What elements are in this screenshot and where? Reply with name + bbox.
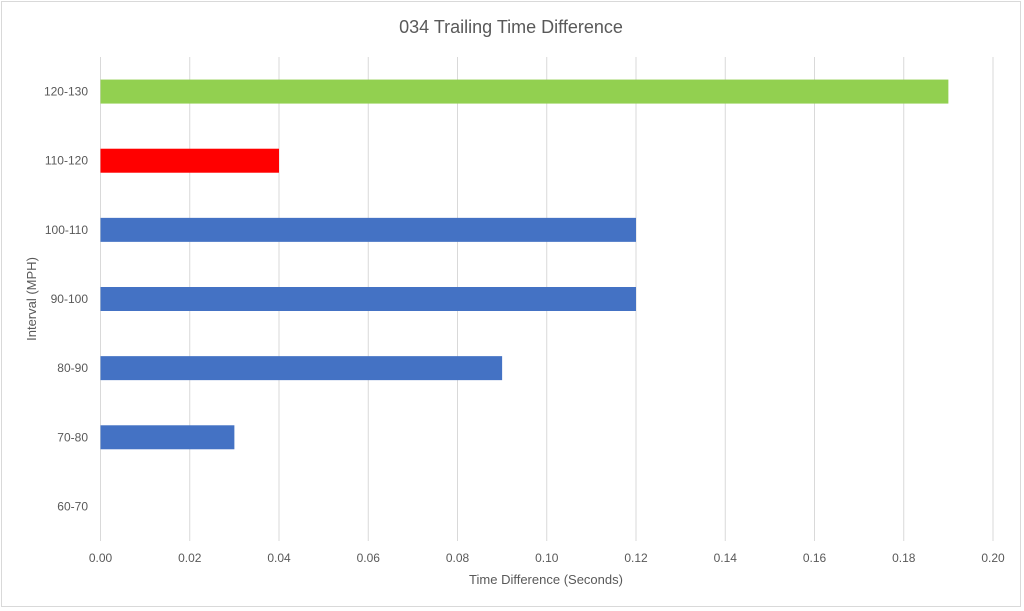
x-tick-labels: 0.00 0.02 0.04 0.06 0.08 0.10 0.12 0.14 0.16 0.18… xyxy=(89,551,1005,565)
bar-80-90 xyxy=(100,356,503,381)
y-tick-label: 100-110 xyxy=(45,223,88,237)
x-tick-label: 0.06 xyxy=(357,551,381,565)
y-tick-label: 80-90 xyxy=(57,361,88,375)
y-tick-labels: 60-70 70-80 80-90 90-100 100-110 110-120 120-1… xyxy=(44,85,88,514)
x-tick-label: 0.08 xyxy=(446,551,470,565)
x-tick-label: 0.18 xyxy=(892,551,916,565)
y-axis-label: Interval (MPH) xyxy=(24,257,39,341)
bar-90-100 xyxy=(100,287,636,311)
bar-120-130 xyxy=(100,79,949,104)
x-tick-label: 0.00 xyxy=(89,551,113,565)
x-tick-label: 0.04 xyxy=(267,551,291,565)
x-tick-label: 0.10 xyxy=(535,551,559,565)
x-tick-label: 0.12 xyxy=(624,551,648,565)
y-tick-label: 120-130 xyxy=(44,85,88,99)
y-tick-label: 110-120 xyxy=(45,154,88,168)
bar-70-80 xyxy=(100,425,235,450)
x-tick-label: 0.16 xyxy=(803,551,827,565)
bars xyxy=(100,79,949,450)
y-tick-label: 70-80 xyxy=(57,430,88,444)
gridlines xyxy=(100,57,994,541)
y-tick-label: 90-100 xyxy=(51,292,89,306)
x-axis-label: Time Difference (Seconds) xyxy=(469,572,623,587)
chart-title: 034 Trailing Time Difference xyxy=(399,17,623,37)
y-tick-label: 60-70 xyxy=(57,499,88,513)
bar-110-120 xyxy=(100,148,279,173)
x-tick-label: 0.02 xyxy=(178,551,202,565)
x-tick-label: 0.14 xyxy=(714,551,738,565)
bar-100-110 xyxy=(100,217,636,242)
x-tick-label: 0.20 xyxy=(981,551,1005,565)
